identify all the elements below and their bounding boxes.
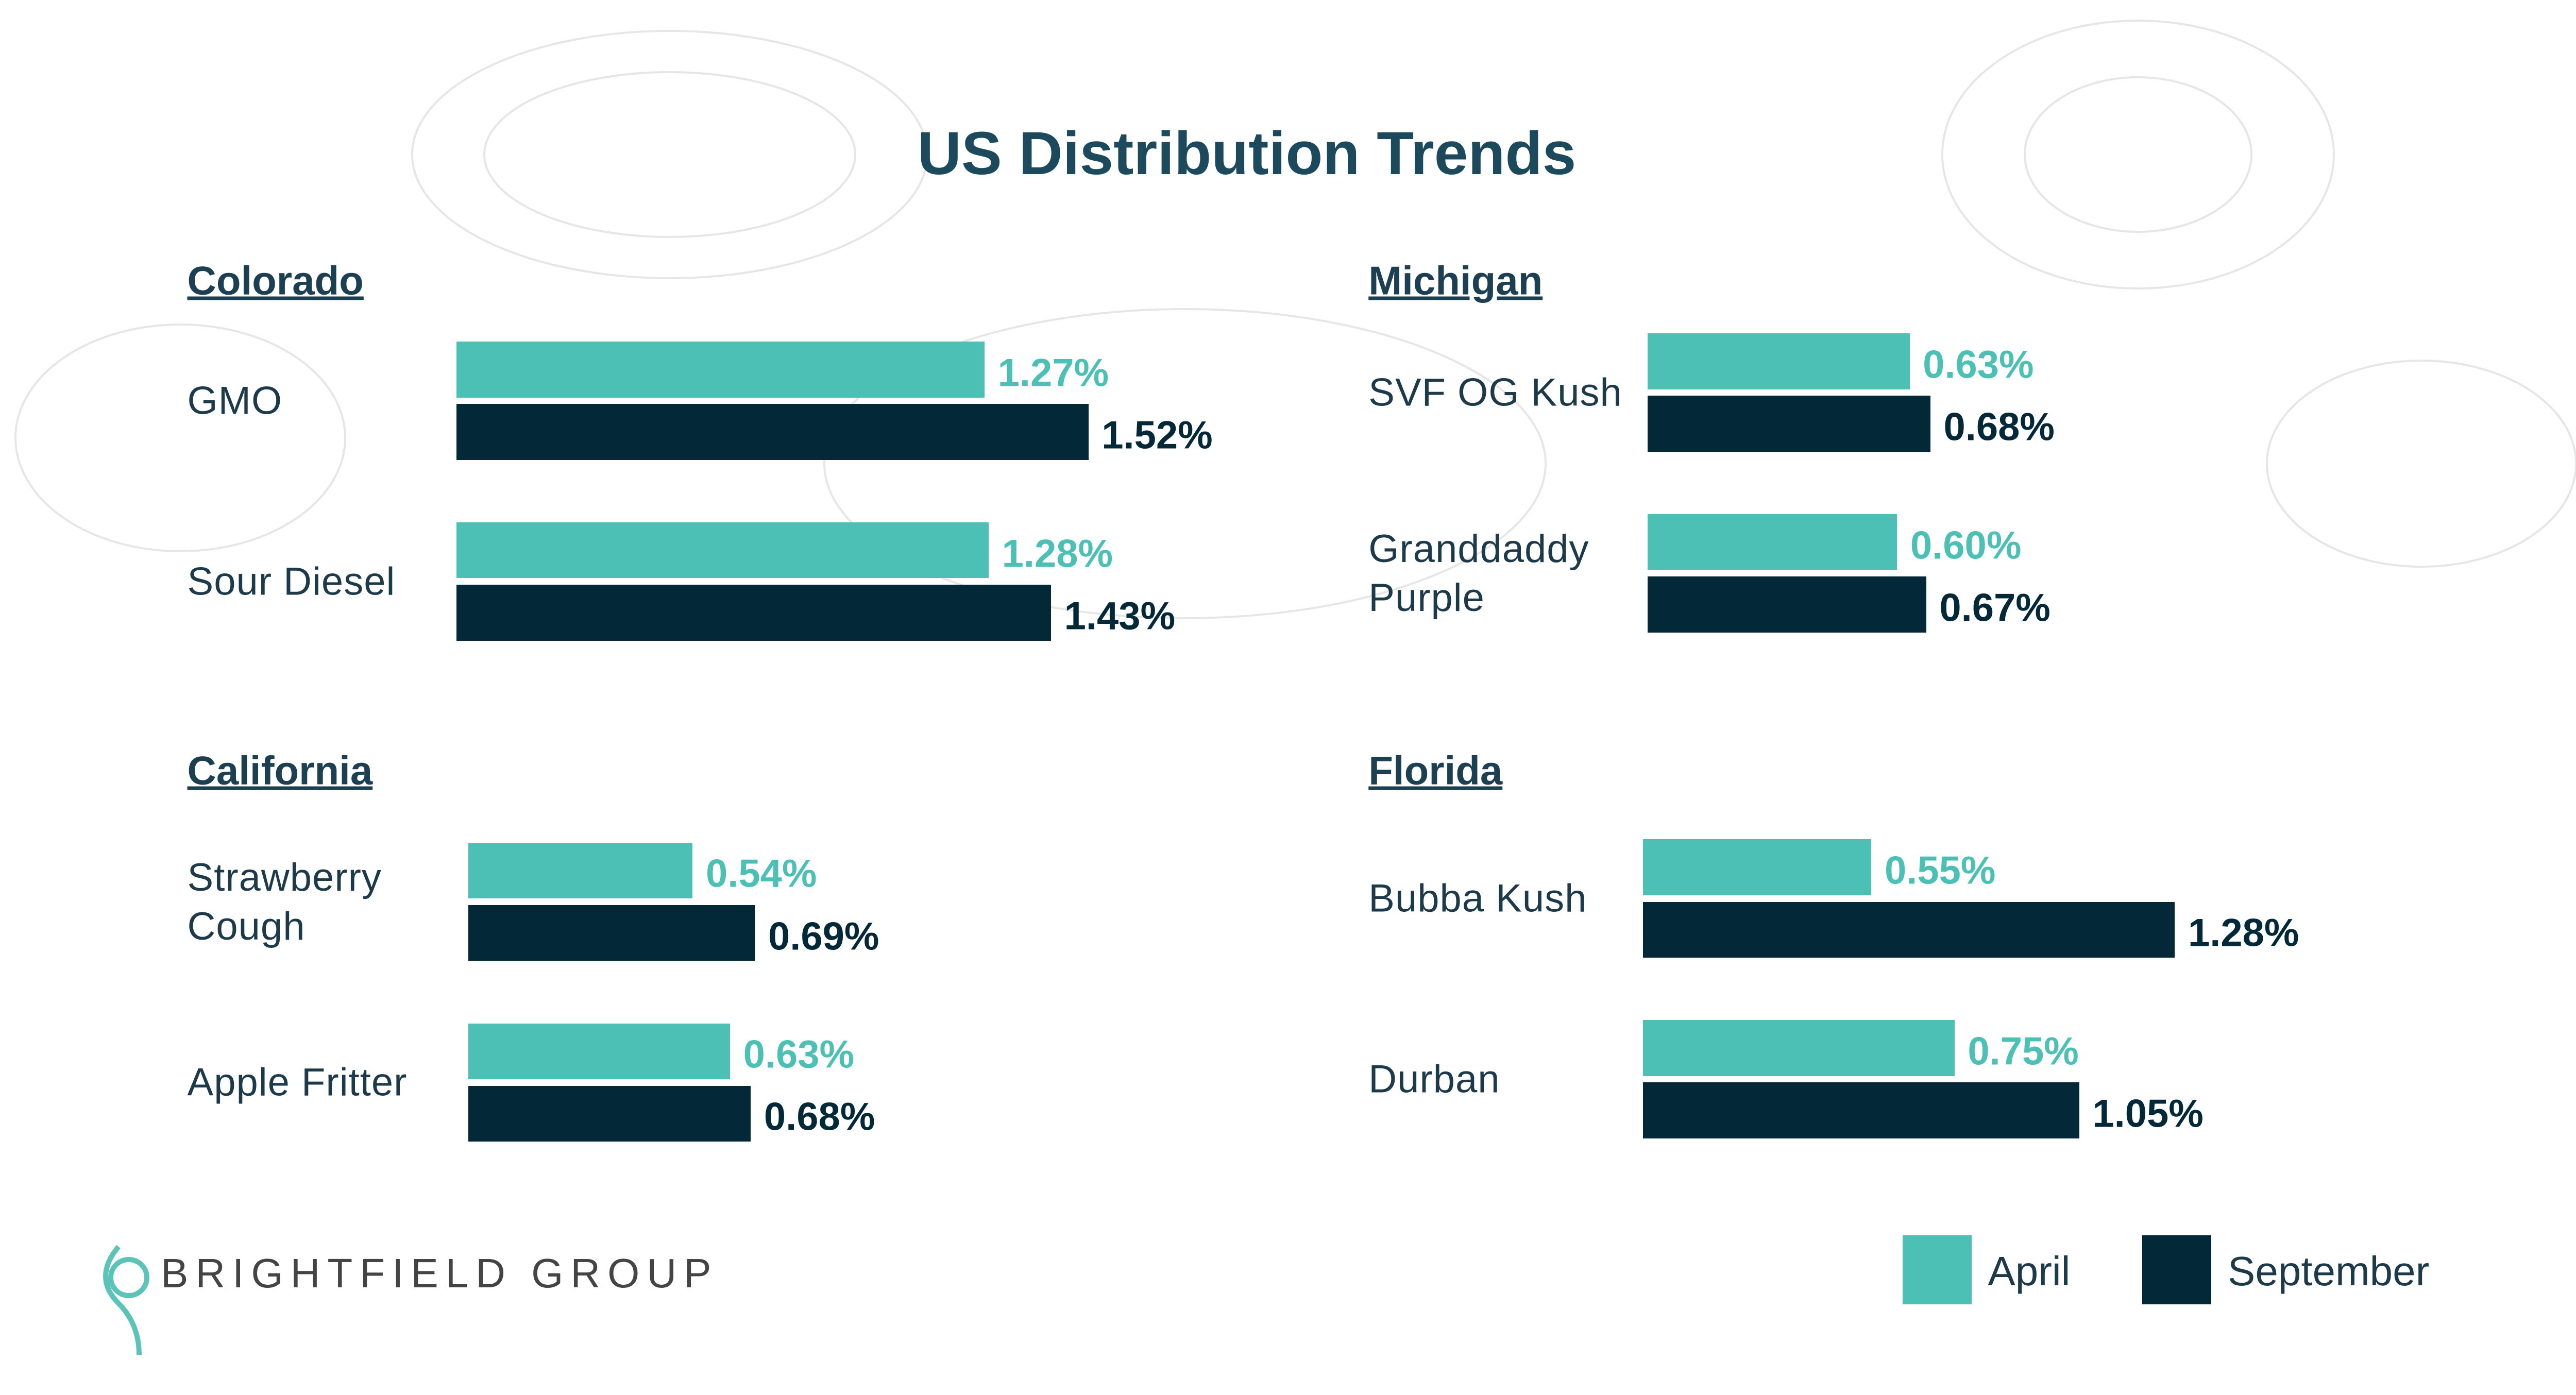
bar [1648, 576, 1926, 633]
legend-swatch [1902, 1235, 1972, 1304]
value-label: 1.28% [2188, 911, 2299, 955]
value-label: 0.54% [705, 852, 817, 896]
category-label: Granddaddy Purple [1368, 526, 1589, 620]
value-label: 0.67% [1939, 586, 2050, 630]
panel-title: Florida [1368, 747, 1503, 793]
value-label: 1.43% [1064, 594, 1176, 638]
bar [468, 842, 693, 899]
logo-text: BRIGHTFIELD GROUP [161, 1250, 719, 1296]
bar [468, 1085, 751, 1142]
legend-label: April [1988, 1248, 2071, 1295]
category-label: Sour Diesel [187, 559, 396, 604]
category-label: GMO [187, 379, 283, 423]
bar [456, 342, 985, 398]
value-label: 0.75% [1968, 1029, 2079, 1074]
value-label: 1.27% [997, 351, 1109, 395]
chart-title: US Distribution Trends [917, 120, 1577, 188]
bar [456, 585, 1052, 641]
category-label: Bubba Kush [1368, 876, 1587, 921]
bar [456, 404, 1089, 460]
value-label: 1.05% [2092, 1092, 2204, 1136]
value-label: 0.68% [1943, 405, 2055, 449]
bar [1642, 901, 2175, 958]
panel-title: Colorado [187, 258, 364, 303]
value-label: 0.60% [1910, 523, 2022, 568]
value-label: 0.63% [743, 1032, 855, 1077]
value-label: 0.55% [1885, 848, 1996, 893]
bar [1642, 839, 1872, 895]
bar [1648, 396, 1930, 452]
panel-title: Michigan [1368, 258, 1543, 303]
legend-label: September [2227, 1248, 2430, 1295]
bar [1642, 1082, 2079, 1138]
category-label: SVF OG Kush [1368, 370, 1622, 415]
panel-title: California [187, 747, 373, 793]
bar [468, 905, 755, 961]
bar [1642, 1020, 1955, 1076]
bar [1648, 514, 1897, 570]
value-label: 1.28% [1002, 532, 1113, 576]
category-label: Strawberry Cough [187, 855, 382, 948]
bar [456, 522, 989, 579]
bar [1648, 333, 1910, 389]
legend-swatch [2142, 1235, 2212, 1304]
value-label: 0.63% [1923, 343, 2034, 387]
category-label: Apple Fritter [187, 1060, 408, 1104]
value-label: 0.69% [768, 914, 879, 959]
value-label: 0.68% [764, 1095, 875, 1139]
bar [468, 1023, 731, 1079]
value-label: 1.52% [1101, 413, 1213, 457]
category-label: Durban [1368, 1057, 1500, 1101]
